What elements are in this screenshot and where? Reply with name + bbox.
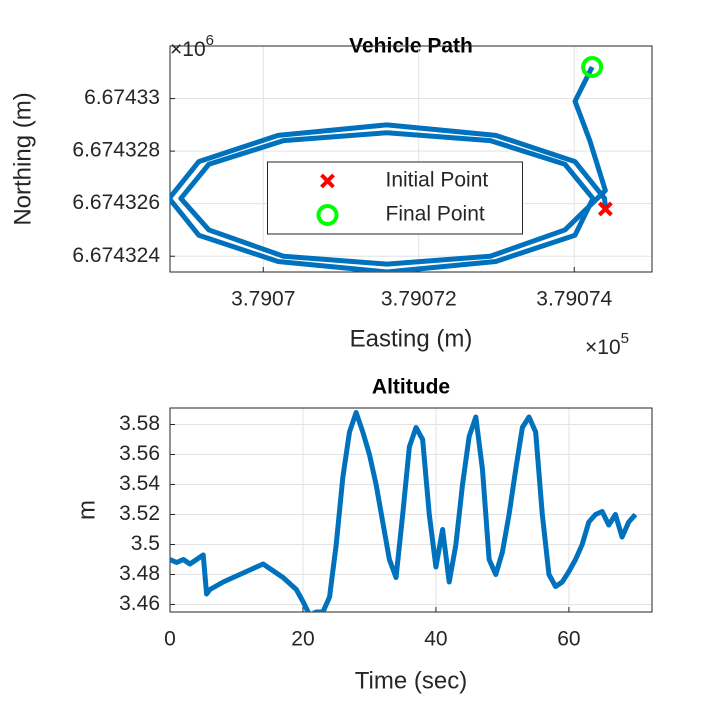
x-tick-label: 3.79072	[381, 288, 457, 311]
x-tick-label: 60	[557, 628, 580, 651]
marker-stroke	[597, 201, 613, 217]
x-tick-label: 20	[291, 628, 314, 651]
multiplier-power: 5	[621, 330, 629, 347]
x-axis-label: Easting (m)	[350, 325, 473, 352]
y-tick-label: 6.674324	[72, 244, 160, 267]
y-tick-label: 3.54	[119, 472, 160, 495]
plot-area	[170, 65, 608, 272]
y-tick-label: 3.52	[119, 502, 160, 525]
y-tick-label: 6.674326	[72, 191, 160, 214]
multiplier-power: 6	[206, 32, 214, 49]
y-tick-label: 6.674328	[72, 139, 160, 162]
x-tick-label: 0	[164, 628, 176, 651]
x-tick-label: 40	[424, 628, 447, 651]
marker-circle	[581, 56, 604, 79]
x-multiplier: ×105	[585, 330, 629, 359]
data-line	[170, 410, 638, 612]
x-tick-label: 3.7907	[231, 288, 295, 311]
legend: Initial Point Final Point	[267, 161, 523, 235]
y-tick-label: 3.46	[119, 592, 160, 615]
y-tick-label: 3.5	[131, 532, 160, 555]
x-tick-label: 3.79074	[536, 288, 612, 311]
chart-title: Altitude	[372, 376, 450, 399]
marker-x	[320, 173, 335, 189]
y-axis-label: m	[73, 500, 100, 520]
marker-stroke	[320, 173, 335, 189]
y-tick-label: 3.48	[119, 562, 160, 585]
multiplier-base: ×10	[170, 38, 206, 61]
y-tick-label: 3.56	[119, 442, 160, 465]
data-line	[170, 65, 608, 272]
marker-circle	[316, 204, 339, 226]
x-axis-label: Time (sec)	[355, 667, 467, 694]
y-tick-label: 3.58	[119, 412, 160, 435]
y-axis-label: Northing (m)	[9, 92, 36, 225]
plot-area	[170, 410, 638, 612]
legend-box	[267, 161, 523, 235]
y-tick-label: 6.67433	[84, 86, 160, 109]
marker-x	[597, 201, 613, 217]
multiplier-base: ×10	[585, 336, 621, 359]
axes-box	[169, 407, 653, 613]
legend-label: Initial Point	[386, 169, 489, 192]
y-multiplier: ×106	[170, 32, 214, 61]
legend-label: Final Point	[386, 203, 485, 226]
